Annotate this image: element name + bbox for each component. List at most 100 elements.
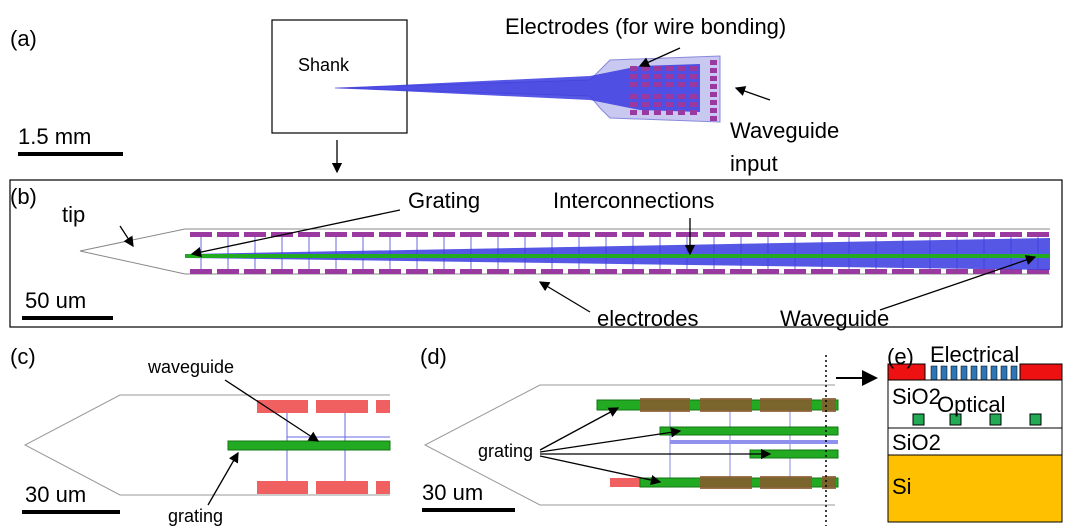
bond-pad (710, 100, 717, 105)
shank-box (271, 19, 408, 134)
bond-pad (690, 110, 697, 115)
panel-label: (b) (10, 184, 37, 209)
electrical-line (990, 365, 998, 381)
electrode (610, 478, 640, 487)
bond-pad (642, 94, 649, 99)
bond-pad (690, 82, 697, 87)
arrow (190, 209, 401, 258)
bond-pad (666, 66, 673, 71)
electrode (190, 232, 212, 237)
tip-outline (423, 384, 835, 506)
bond-pad (666, 74, 673, 79)
bond-pad (690, 74, 697, 79)
label: Waveguide (730, 118, 839, 143)
electrical-line (950, 365, 958, 381)
electrical-line (1010, 365, 1018, 381)
electrode (973, 232, 995, 237)
electrode (406, 232, 428, 237)
electrode (784, 269, 806, 274)
bond-pad (654, 102, 661, 107)
bond-pad (630, 74, 637, 79)
electrode (541, 269, 563, 274)
electrode (298, 269, 320, 274)
electrode (244, 269, 266, 274)
si-layer (887, 454, 1063, 523)
bond-pad (690, 102, 697, 107)
arrow (879, 255, 1037, 311)
label: waveguide (147, 357, 234, 377)
electrode (406, 269, 428, 274)
bond-pad (710, 116, 717, 121)
electrode (946, 232, 968, 237)
electrode (217, 232, 239, 237)
electrode (703, 232, 725, 237)
bond-pad (678, 94, 685, 99)
electrode (595, 232, 617, 237)
electrode (1027, 269, 1049, 274)
bond-pad (710, 68, 717, 73)
electrode (811, 232, 833, 237)
electrode (352, 232, 374, 237)
bond-pad (666, 82, 673, 87)
electrode (244, 232, 266, 237)
arrow (538, 281, 591, 313)
label: Waveguide (780, 306, 889, 331)
electrode (676, 232, 698, 237)
scale-label: 1.5 mm (18, 124, 91, 149)
bond-pad (654, 74, 661, 79)
electrode (676, 269, 698, 274)
electrode (838, 232, 860, 237)
electrode (1000, 232, 1022, 237)
label: input (730, 151, 778, 176)
scale-label: 30 um (25, 482, 86, 507)
electrical-line (1000, 365, 1008, 381)
electrode (973, 269, 995, 274)
electrode (568, 232, 590, 237)
bond-pad (710, 108, 717, 113)
electrode (460, 232, 482, 237)
bond-pad (690, 66, 697, 71)
electrical-layer (1019, 363, 1063, 381)
electrode (784, 232, 806, 237)
label: Interconnections (553, 188, 714, 213)
electrode (622, 269, 644, 274)
bond-pad (642, 82, 649, 87)
arrow (119, 225, 134, 248)
electrode (919, 269, 941, 274)
label: Grating (408, 188, 480, 213)
optical-cores (912, 413, 1042, 426)
electrodes (640, 398, 836, 489)
interconnect (670, 440, 838, 444)
electrode (298, 232, 320, 237)
waveguide (227, 440, 391, 451)
label: tip (62, 202, 85, 227)
electrode (1000, 269, 1022, 274)
electrode (325, 269, 347, 274)
electrode (217, 269, 239, 274)
arrows (539, 407, 772, 486)
bond-pad (630, 66, 637, 71)
bond-pad (642, 110, 649, 115)
electrode (271, 269, 293, 274)
electrode (649, 269, 671, 274)
bond-pad (666, 110, 673, 115)
electrode (865, 269, 887, 274)
electrode (757, 232, 779, 237)
electrode (433, 232, 455, 237)
panel-label: (d) (420, 344, 447, 369)
tip-outline (23, 394, 390, 496)
bond-pad (654, 110, 661, 115)
electrode (352, 269, 374, 274)
bond-pad (654, 94, 661, 99)
electrode (568, 269, 590, 274)
bond-pad (666, 94, 673, 99)
label: electrodes (597, 306, 699, 331)
bond-pad (710, 76, 717, 81)
arrow (207, 451, 239, 506)
bond-pad (654, 82, 661, 87)
layout (9, 19, 1063, 526)
electrical-line (930, 365, 938, 381)
electrode (838, 269, 860, 274)
label: Optical (937, 392, 1005, 417)
bond-pad (630, 94, 637, 99)
